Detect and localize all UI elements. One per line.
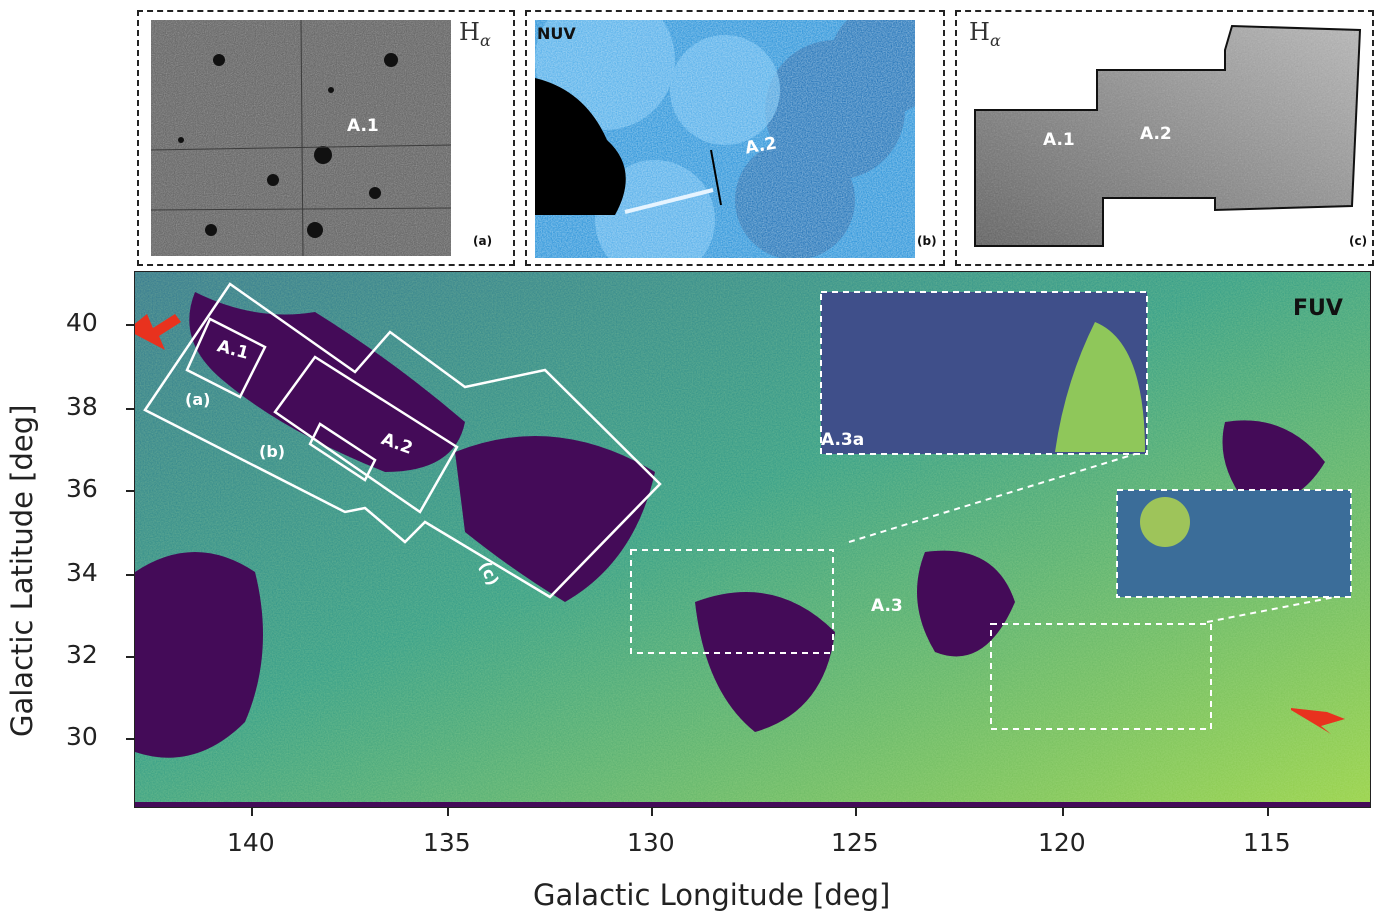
x-tick-mark: [651, 808, 653, 816]
panel-c: Hα A.1 A.2 (c): [955, 10, 1374, 266]
footprint-a2: [273, 355, 459, 514]
main-region-a3a: A.3a: [821, 430, 865, 450]
x-tick-mark: [855, 808, 857, 816]
footprint-a1: [185, 317, 267, 399]
panel-c-region-a2: A.2: [1140, 124, 1172, 144]
y-tick-label: 40: [66, 308, 98, 337]
arrow-lower-right: [1291, 708, 1345, 734]
x-axis-label: Galactic Longitude [deg]: [533, 878, 891, 912]
y-tick-mark: [126, 324, 134, 326]
panel-a-band-label: Hα: [459, 18, 491, 50]
inset-a3a: [820, 291, 1148, 455]
x-tick-label: 135: [423, 828, 471, 857]
halpha-image-c: [974, 24, 1362, 247]
connector-a3a: [848, 453, 1136, 543]
panel-a-region-a1: A.1: [347, 116, 379, 136]
x-tick-label: 140: [227, 828, 275, 857]
halpha-image-a: [151, 20, 451, 256]
fuv-main-panel: FUV A.1 A.2 A.3 A.3a (a) (b) (c): [135, 272, 1371, 808]
footprint-b-connector: [308, 422, 377, 482]
panel-a: Hα A.1 (a): [137, 10, 515, 266]
y-tick-label: 30: [66, 722, 98, 751]
panel-b-tag: (b): [917, 234, 937, 248]
y-tick-mark: [126, 738, 134, 740]
inset-right: [1116, 489, 1352, 598]
x-tick-mark: [251, 808, 253, 816]
x-tick-mark: [1062, 808, 1064, 816]
x-tick-mark: [447, 808, 449, 816]
y-tick-label: 32: [66, 640, 98, 669]
source-box-left: [630, 549, 834, 654]
y-tick-mark: [126, 490, 134, 492]
y-tick-mark: [126, 656, 134, 658]
y-tick-label: 38: [66, 392, 98, 421]
y-tick-label: 36: [66, 474, 98, 503]
y-tick-mark: [126, 574, 134, 576]
fuv-band-label: FUV: [1293, 296, 1343, 321]
x-tick-label: 125: [831, 828, 879, 857]
panel-b-band-label: NUV: [537, 24, 576, 43]
y-tick-mark: [126, 408, 134, 410]
fuv-image: [135, 272, 1371, 808]
plot-frame: [134, 271, 1371, 808]
nuv-image: [535, 20, 915, 258]
footprint-outlines: [143, 282, 662, 599]
x-tick-label: 115: [1243, 828, 1291, 857]
footprint-c: [143, 282, 662, 599]
source-box-right: [990, 623, 1212, 730]
no-data-regions: [135, 292, 1371, 808]
panel-c-tag: (c): [1349, 234, 1368, 248]
y-tick-label: 34: [66, 558, 98, 587]
panel-c-region-a1: A.1: [1043, 130, 1075, 150]
main-region-a3: A.3: [871, 596, 903, 616]
x-tick-mark: [1267, 808, 1269, 816]
footprint-label-b: (b): [259, 442, 286, 461]
x-tick-label: 120: [1038, 828, 1086, 857]
y-axis-label: Galactic Latitude [deg]: [5, 404, 39, 737]
x-tick-label: 130: [627, 828, 675, 857]
panel-c-band-label: Hα: [969, 18, 1001, 50]
panel-b: NUV A.2 (b): [525, 10, 945, 266]
arrow-upper-left: [135, 314, 181, 350]
panel-a-tag: (a): [473, 234, 493, 248]
footprint-label-a: (a): [185, 390, 211, 409]
red-arrows: [135, 314, 1345, 734]
